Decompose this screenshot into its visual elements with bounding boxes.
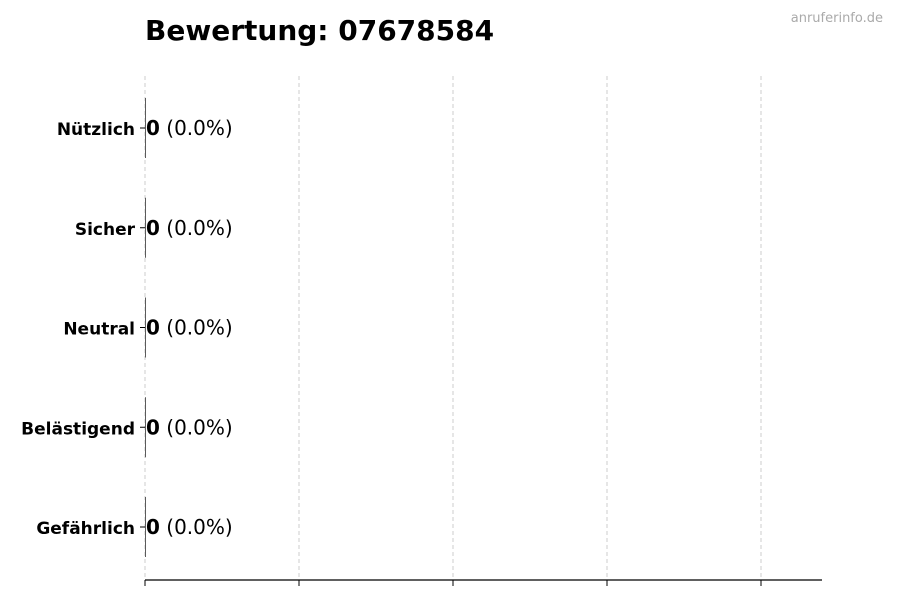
value-percent: (0.0%)	[160, 316, 233, 340]
value-count: 0	[146, 415, 160, 439]
value-label: 0 (0.0%)	[146, 216, 233, 240]
value-percent: (0.0%)	[160, 216, 233, 240]
category-label: Nützlich	[57, 120, 135, 140]
value-label: 0 (0.0%)	[146, 415, 233, 439]
value-label: 0 (0.0%)	[146, 316, 233, 340]
value-count: 0	[146, 116, 160, 140]
value-percent: (0.0%)	[160, 116, 233, 140]
value-count: 0	[146, 316, 160, 340]
value-count: 0	[146, 515, 160, 539]
chart-title: Bewertung: 07678584	[145, 14, 494, 47]
value-percent: (0.0%)	[160, 515, 233, 539]
value-count: 0	[146, 216, 160, 240]
bar	[145, 497, 146, 557]
watermark: anruferinfo.de	[791, 11, 883, 26]
category-label: Belästigend	[21, 419, 135, 439]
bar	[145, 297, 146, 358]
value-percent: (0.0%)	[160, 415, 233, 439]
bar	[145, 98, 146, 158]
category-label: Neutral	[63, 320, 135, 340]
value-label: 0 (0.0%)	[146, 116, 233, 140]
value-label: 0 (0.0%)	[146, 515, 233, 539]
category-label: Sicher	[75, 220, 136, 240]
category-label: Gefährlich	[36, 519, 135, 539]
bar	[145, 197, 146, 258]
bar	[145, 397, 146, 458]
